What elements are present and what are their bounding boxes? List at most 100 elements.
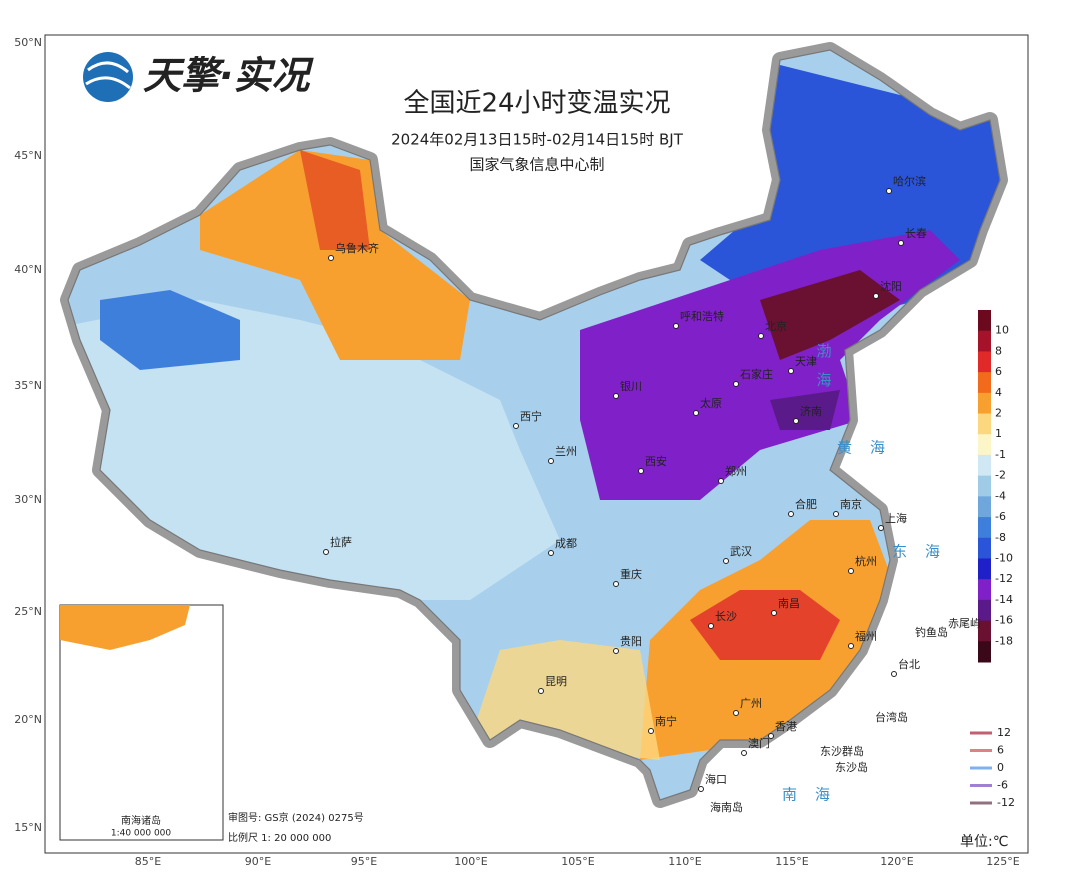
city-dot (878, 525, 884, 531)
inset-scale: 1:40 000 000 (111, 829, 172, 839)
city-dot (613, 393, 619, 399)
city-label: 重庆 (620, 567, 642, 581)
colorbar-label: -2 (995, 469, 1006, 482)
city-label: 海南岛 (710, 800, 743, 814)
city-label: 杭州 (855, 554, 877, 568)
city-label: 天津 (795, 355, 817, 368)
colorbar-label: -1 (995, 448, 1006, 461)
city-label: 广州 (740, 697, 762, 710)
legend-label: -6 (997, 779, 1008, 792)
sea-label: 渤海 (815, 343, 833, 401)
city-dot (788, 368, 794, 374)
colorbar-swatch (978, 351, 991, 373)
lat-label: 30°N (14, 493, 42, 506)
sea-label: 黄海 (837, 439, 903, 457)
colorbar-swatch (978, 620, 991, 642)
city-label: 南京 (840, 497, 862, 511)
map-scale: 比例尺 1: 20 000 000 (228, 831, 331, 844)
colorbar-swatch (978, 392, 991, 415)
lat-label: 15°N (14, 821, 42, 834)
field-nw-hot (300, 150, 370, 250)
city-dot (793, 418, 799, 424)
city-label: 昆明 (545, 675, 567, 688)
sea-label: 南海 (782, 786, 848, 804)
city-label: 海口 (705, 772, 727, 786)
city-dot (733, 710, 739, 716)
city-dot (648, 728, 654, 734)
city-label: 东沙岛 (835, 760, 868, 774)
city-label: 澳门 (748, 736, 770, 750)
city-label: 沈阳 (880, 279, 902, 293)
city-label: 武汉 (730, 545, 752, 558)
legend-label: 0 (997, 761, 1004, 774)
lat-label: 35°N (14, 379, 42, 392)
city-dot (638, 468, 644, 474)
colorbar-swatch (978, 599, 991, 622)
field-west-cold (100, 290, 240, 370)
colorbar-label: 4 (995, 386, 1002, 399)
colorbar-swatch (978, 579, 991, 601)
inset-title: 南海诸岛 (121, 814, 161, 827)
lon-label: 105°E (561, 855, 594, 868)
field-hot (690, 590, 840, 660)
logo: 天擎·实况 (83, 52, 314, 102)
city-dot (758, 333, 764, 339)
lon-label: 95°E (351, 855, 377, 868)
city-dot (673, 323, 679, 329)
colorbar-label: -6 (995, 510, 1006, 523)
city-dot (708, 623, 714, 629)
city-label: 贵阳 (620, 635, 642, 648)
colorbar-label: -10 (995, 551, 1013, 564)
city-label: 北京 (765, 319, 787, 333)
city-label: 西安 (645, 454, 667, 468)
title: 全国近24小时变温实况 (403, 89, 670, 119)
city-label: 长沙 (715, 610, 737, 623)
field-sd-cold (770, 390, 840, 430)
producer: 国家气象信息中心制 (469, 156, 604, 174)
city-dot (788, 511, 794, 517)
city-label: 东沙群岛 (820, 744, 864, 758)
colorbar-swatch (978, 413, 991, 435)
colorbar-label: 8 (995, 344, 1002, 357)
city-dot (741, 750, 747, 756)
city-dot (873, 293, 879, 299)
lat-label: 50°N (14, 36, 42, 49)
city-dot (718, 478, 724, 484)
colorbar-swatch (978, 454, 991, 477)
lat-label: 45°N (14, 149, 42, 162)
city-dot (323, 549, 329, 555)
lon-label: 110°E (668, 855, 701, 868)
city-label: 石家庄 (740, 367, 773, 381)
city-label: 呼和浩特 (680, 309, 724, 323)
city-label: 济南 (800, 404, 822, 418)
colorbar-label: 6 (995, 365, 1002, 378)
lat-label: 20°N (14, 713, 42, 726)
city-dot (548, 550, 554, 556)
colorbar-label: -16 (995, 614, 1013, 627)
city-label: 银川 (620, 379, 642, 393)
city-label: 台北 (898, 657, 920, 671)
city-dot (733, 381, 739, 387)
city-label: 兰州 (555, 445, 577, 458)
subtitle: 2024年02月13日15时-02月14日15时 BJT (391, 131, 684, 149)
colorbar-label: -12 (995, 572, 1013, 585)
city-dot (848, 643, 854, 649)
city-dot (848, 568, 854, 574)
city-dot (768, 733, 774, 739)
city-label: 乌鲁木齐 (335, 241, 379, 255)
colorbar-swatch (978, 310, 991, 332)
colorbar-swatch (978, 496, 991, 518)
colorbar-swatch (978, 517, 991, 539)
legend-label: -12 (997, 796, 1015, 809)
colorbar-label: -14 (995, 593, 1013, 606)
city-dot (898, 240, 904, 246)
colorbar-swatch (978, 434, 991, 456)
review-number: 审图号: GS京 (2024) 0275号 (228, 811, 364, 824)
city-dot (548, 458, 554, 464)
colorbar-swatch (978, 558, 991, 580)
lat-label: 40°N (14, 263, 42, 276)
legend-label: 6 (997, 744, 1004, 757)
city-label: 香港 (775, 720, 797, 733)
